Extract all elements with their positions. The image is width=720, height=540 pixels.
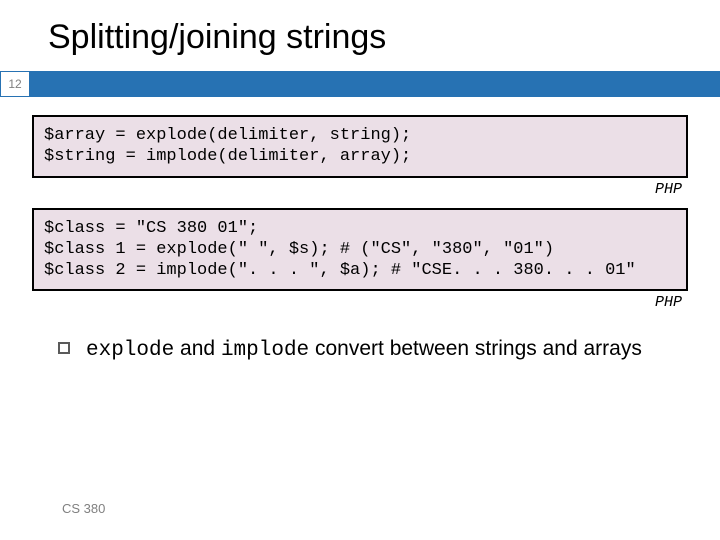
text: and <box>174 337 221 360</box>
code-line: $class 2 = implode(". . . ", $a); # "CSE… <box>44 261 636 280</box>
footer-text: CS 380 <box>62 501 105 516</box>
mono-text: explode <box>86 339 174 362</box>
language-label: PHP <box>32 291 688 321</box>
content-area: $array = explode(delimiter, string); $st… <box>0 97 720 366</box>
page-bar: 12 <box>0 71 720 97</box>
code-line: $class = "CS 380 01"; <box>44 219 258 238</box>
code-box-syntax: $array = explode(delimiter, string); $st… <box>32 115 688 178</box>
square-bullet-icon <box>58 342 70 354</box>
page-number-box: 12 <box>0 71 30 97</box>
slide-title: Splitting/joining strings <box>0 0 720 71</box>
code-box-example: $class = "CS 380 01"; $class 1 = explode… <box>32 208 688 292</box>
code-line: $array = explode(delimiter, string); <box>44 126 411 145</box>
page-number: 12 <box>8 77 21 91</box>
text: convert between strings and arrays <box>309 337 642 360</box>
bullet-item: explode and implode convert between stri… <box>32 321 688 365</box>
language-label: PHP <box>32 178 688 208</box>
slide: Splitting/joining strings 12 $array = ex… <box>0 0 720 540</box>
mono-text: implode <box>221 339 309 362</box>
code-line: $class 1 = explode(" ", $s); # ("CS", "3… <box>44 240 554 259</box>
bullet-text: explode and implode convert between stri… <box>86 335 642 365</box>
code-line: $string = implode(delimiter, array); <box>44 147 411 166</box>
